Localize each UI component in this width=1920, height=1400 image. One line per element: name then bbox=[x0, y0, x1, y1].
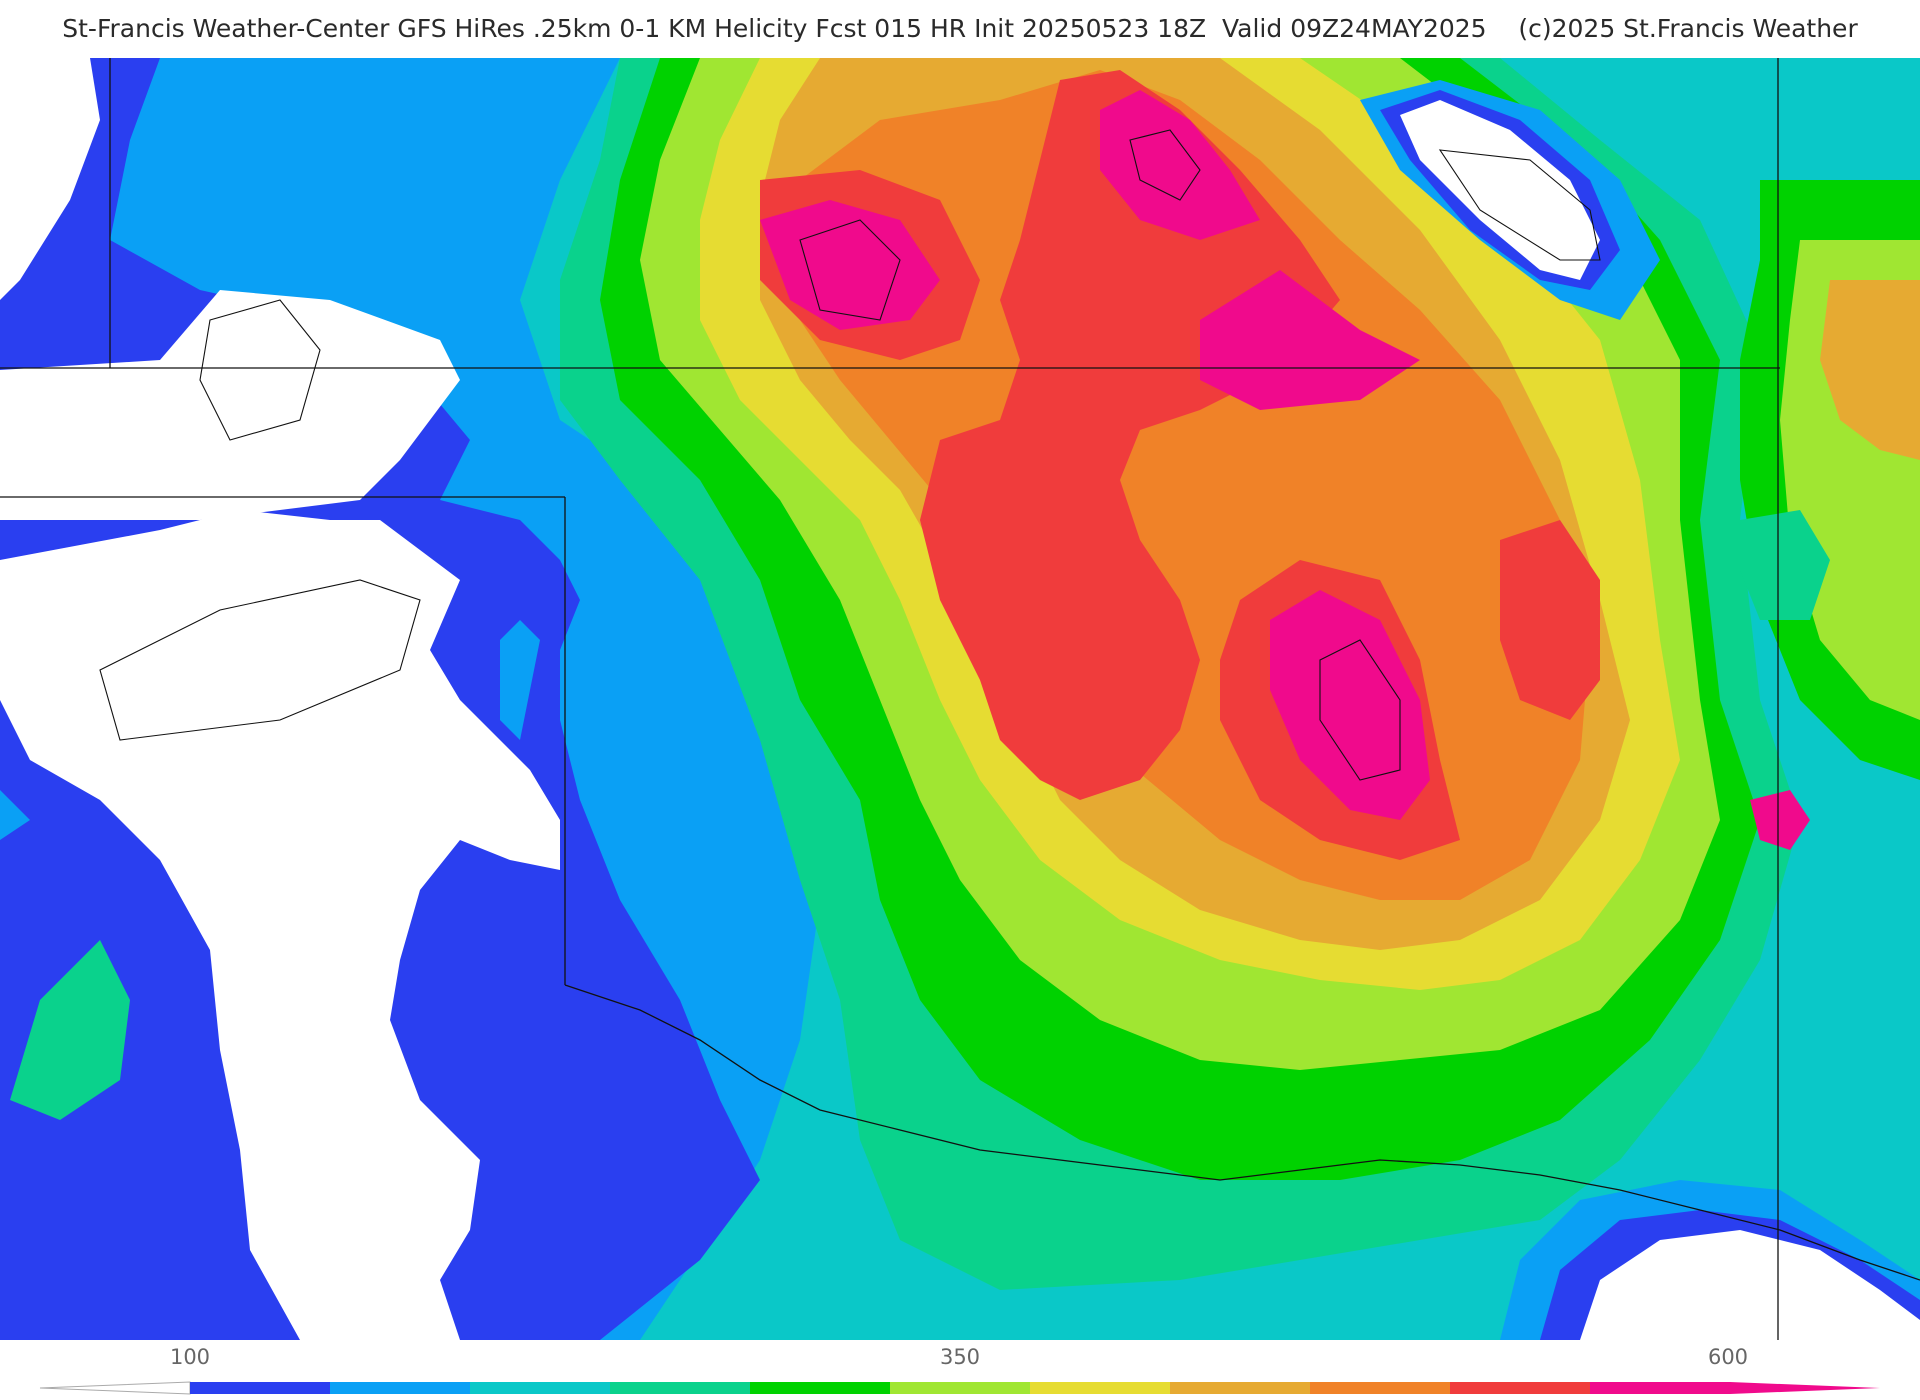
state-borders bbox=[0, 58, 1920, 1340]
helicity-contours bbox=[99, 129, 1601, 781]
colorbar-swatches bbox=[190, 1382, 1731, 1394]
colorbar-swatch bbox=[890, 1382, 1031, 1394]
colorbar-swatch bbox=[610, 1382, 751, 1394]
colorbar-low-extension bbox=[39, 1381, 191, 1395]
colorbar-tick-350: 350 bbox=[939, 1345, 981, 1369]
helicity-map bbox=[0, 58, 1920, 1340]
colorbar-swatch bbox=[750, 1382, 891, 1394]
colorbar-swatch bbox=[1590, 1382, 1731, 1394]
colorbar-swatch bbox=[1170, 1382, 1311, 1394]
west-low-helicity bbox=[0, 58, 820, 1340]
colorbar-swatch bbox=[330, 1382, 471, 1394]
colorbar-swatch bbox=[470, 1382, 611, 1394]
colorbar-swatch bbox=[1450, 1382, 1591, 1394]
colorbar-swatch bbox=[1310, 1382, 1451, 1394]
colorbar bbox=[39, 1381, 1880, 1395]
colorbar-tick-100: 100 bbox=[169, 1345, 211, 1369]
colorbar-swatch bbox=[1030, 1382, 1171, 1394]
colorbar-tick-600: 600 bbox=[1707, 1345, 1749, 1369]
colorbar-swatch bbox=[190, 1382, 331, 1394]
southeast-patch bbox=[1500, 1180, 1920, 1340]
east-edge-bands bbox=[1740, 180, 1920, 780]
colorbar-high-extension bbox=[1730, 1382, 1880, 1394]
map-title: St-Francis Weather-Center GFS HiRes .25k… bbox=[62, 14, 1858, 43]
center-high-helicity bbox=[560, 58, 1810, 1290]
